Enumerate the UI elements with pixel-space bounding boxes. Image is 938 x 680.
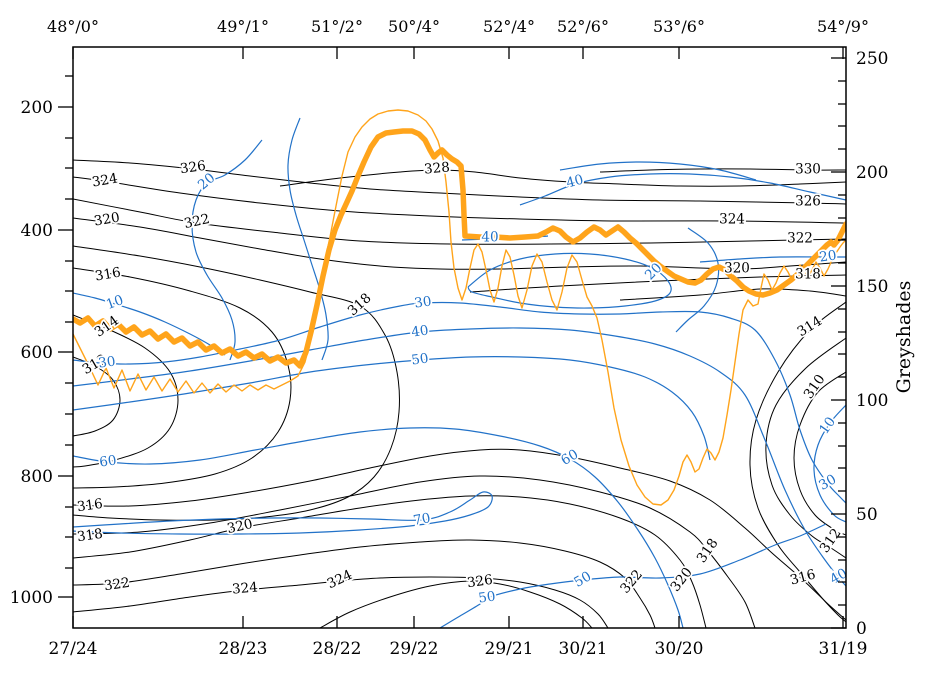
contour-label-320: 320 xyxy=(93,209,121,229)
contour-label-322: 322 xyxy=(103,575,131,594)
contour-label-316: 316 xyxy=(94,264,122,284)
right-axis-label: 250 xyxy=(856,49,888,69)
right-axis-label: 200 xyxy=(856,163,888,183)
contour-label-320: 320 xyxy=(724,261,750,277)
contour-label-40: 40 xyxy=(564,172,585,192)
bottom-axis-label: 31/19 xyxy=(819,639,868,659)
top-axis-label: 54°/9° xyxy=(817,17,869,36)
contour-label-50: 50 xyxy=(410,350,429,368)
black-contour-312 xyxy=(73,356,121,437)
orange-thick-trace xyxy=(73,128,846,369)
contour-label-318: 318 xyxy=(76,526,104,545)
plot-border xyxy=(72,46,847,629)
black-contour-324 xyxy=(73,176,846,224)
right-axis-label: 50 xyxy=(856,505,878,525)
black-contour-326 xyxy=(319,580,593,628)
black-contour-328 xyxy=(279,169,846,187)
blue-contour-10 xyxy=(73,292,226,356)
left-axis-label: 800 xyxy=(21,467,53,487)
left-axis-label: 200 xyxy=(21,98,53,118)
orange-thin-trace xyxy=(73,109,846,506)
top-axis-label: 51°/2° xyxy=(311,17,363,36)
black-contour-320 xyxy=(73,217,846,270)
right-axis-title: Greyshades xyxy=(893,281,915,394)
top-axis-label: 50°/4° xyxy=(388,17,440,36)
black-contour-314 xyxy=(73,314,179,468)
contour-label-318: 318 xyxy=(795,267,821,283)
left-axis-label: 400 xyxy=(21,221,53,241)
top-axis-label: 48°/0° xyxy=(47,17,99,36)
contour-label-316: 316 xyxy=(76,496,104,515)
black-contour-326 xyxy=(73,159,846,205)
black-contour-316 xyxy=(73,448,846,621)
bottom-axis-label: 29/21 xyxy=(485,639,534,659)
blue-contour-50 xyxy=(439,523,827,628)
top-axis-label: 52°/4° xyxy=(483,17,535,36)
contour-label-50: 50 xyxy=(477,588,496,606)
contour-label-40: 40 xyxy=(410,322,429,340)
contour-label-328: 328 xyxy=(423,159,450,177)
blue-contour-unlabeled xyxy=(675,227,720,333)
contour-label-316: 316 xyxy=(788,566,817,588)
black-contour-318 xyxy=(469,274,846,293)
right-axis-label: 150 xyxy=(856,277,888,297)
contour-label-330: 330 xyxy=(795,162,821,178)
blue-contour-unlabeled xyxy=(559,161,757,181)
bottom-axis-label: 29/22 xyxy=(390,639,439,659)
top-axis-label: 49°/1° xyxy=(217,17,269,36)
top-axis-label: 53°/6° xyxy=(653,17,705,36)
contour-label-324: 324 xyxy=(719,212,745,228)
contour-label-60: 60 xyxy=(98,452,117,470)
contour-label-70: 70 xyxy=(412,510,432,529)
black-contour-330 xyxy=(599,168,846,173)
blue-contour-lines xyxy=(73,117,846,628)
blue-contour-60 xyxy=(73,427,684,628)
black-contour-310 xyxy=(793,371,846,536)
contour-label-30: 30 xyxy=(413,293,432,311)
contour-label-324: 324 xyxy=(231,579,258,597)
bottom-axis-label: 30/20 xyxy=(655,639,704,659)
bottom-axis-label: 27/24 xyxy=(49,639,98,659)
blue-contour-70 xyxy=(73,491,493,535)
contour-label-40: 40 xyxy=(481,230,498,246)
contour-label-324: 324 xyxy=(91,170,119,190)
left-axis-label: 1000 xyxy=(10,588,53,608)
right-axis-label: 100 xyxy=(856,391,888,411)
contour-label-322: 322 xyxy=(787,231,813,247)
blue-contour-20 xyxy=(699,256,846,263)
blue-contour-20 xyxy=(191,139,263,361)
top-axis-label: 52°/6° xyxy=(557,17,609,36)
contour-label-326: 326 xyxy=(466,572,494,591)
bottom-axis-label: 28/22 xyxy=(313,639,362,659)
contour-label-326: 326 xyxy=(795,194,821,210)
black-contour-318 xyxy=(73,475,756,628)
blue-contour-20 xyxy=(467,252,672,309)
left-axis-label: 600 xyxy=(21,343,53,363)
black-contour-lines xyxy=(73,159,846,628)
blue-contour-30 xyxy=(73,301,846,504)
black-contour-322 xyxy=(73,539,656,628)
blue-contour-50 xyxy=(73,356,711,461)
contour-label-30: 30 xyxy=(97,353,116,371)
blue-contour-unlabeled xyxy=(287,117,329,361)
contour-label-20: 20 xyxy=(818,247,837,265)
blue-contour-40 xyxy=(519,173,846,206)
blue-contour-10 xyxy=(813,404,846,523)
bottom-axis-label: 30/21 xyxy=(559,639,608,659)
black-contour-316 xyxy=(619,288,846,301)
axes: 48°/0° 49°/1° 51°/2° 50°/4° 52°/4° 52°/6° 53°/… xyxy=(10,17,915,659)
bottom-axis-label: 28/23 xyxy=(219,639,268,659)
black-contour-312 xyxy=(765,337,846,559)
black-contour-324 xyxy=(73,576,609,628)
contour-label-326: 326 xyxy=(179,158,207,177)
black-contour-316 xyxy=(73,267,292,489)
right-axis-label: 0 xyxy=(856,619,867,639)
